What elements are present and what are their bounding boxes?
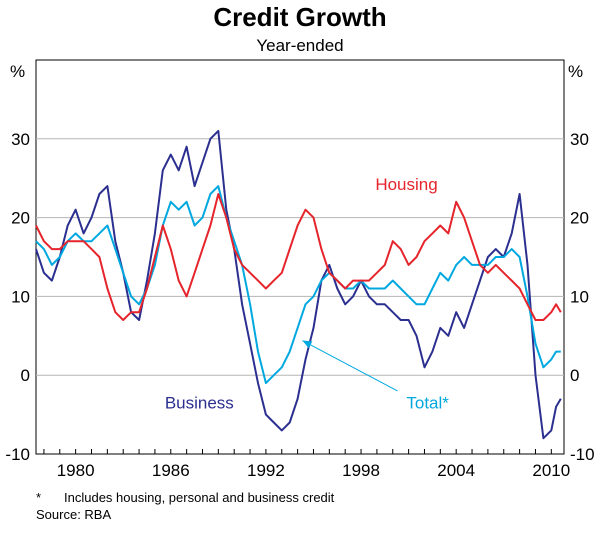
annotation-arrow-head	[302, 340, 313, 349]
y-tick-label-right: -10	[570, 445, 595, 464]
y-tick-label-left: 30	[11, 130, 30, 149]
y-axis-unit-right: %	[568, 62, 584, 81]
y-axis-unit-left: %	[10, 62, 26, 81]
series-line-housing	[35, 193, 562, 321]
annotation-total: Total*	[406, 393, 449, 412]
x-tick-label: 1986	[152, 461, 190, 480]
x-tick-label: 1998	[342, 461, 380, 480]
x-tick-label: 1992	[247, 461, 285, 480]
y-tick-label-left: -10	[5, 445, 30, 464]
series-lines	[35, 129, 562, 440]
y-tick-label-left: 10	[11, 287, 30, 306]
footnote-mark: *	[36, 490, 42, 505]
x-tick-label: 2004	[437, 461, 475, 480]
annotation-arrow-line	[302, 340, 398, 392]
axis-tick-labels: -10 -10 0 0 10 10 20 20 30 30 1980 1986 1992 1998 2004…	[5, 130, 594, 480]
series-line-business	[35, 129, 562, 440]
footnote: * Includes housing, personal and business…	[36, 490, 334, 505]
y-tick-label-right: 20	[570, 209, 589, 228]
y-tick-label-right: 10	[570, 287, 589, 306]
y-tick-label-left: 0	[21, 366, 30, 385]
footnote-text: Includes housing, personal and business …	[64, 490, 335, 505]
chart-title: Credit Growth	[213, 2, 387, 32]
chart-subtitle: Year-ended	[256, 36, 344, 55]
plot-frame	[35, 59, 565, 455]
x-tick-label: 1980	[57, 461, 95, 480]
annotation-business: Business	[165, 393, 234, 412]
y-tick-label-right: 0	[570, 366, 579, 385]
y-tick-label-left: 20	[11, 209, 30, 228]
gridlines	[36, 138, 564, 376]
series-annotations: Housing Business Total*	[165, 175, 449, 412]
y-tick-label-right: 30	[570, 130, 589, 149]
series-line-total	[35, 185, 561, 385]
source-note: Source: RBA	[36, 507, 112, 522]
x-tick-label: 2010	[532, 461, 570, 480]
axis-ticks	[43, 449, 552, 454]
annotation-housing: Housing	[375, 175, 437, 194]
